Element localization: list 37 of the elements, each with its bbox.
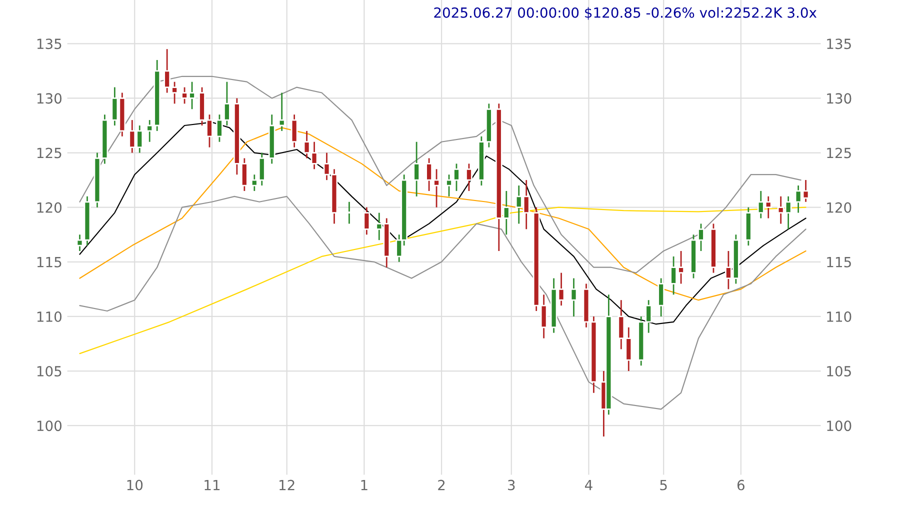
candlestick [290,114,298,148]
x-tick-label: 2 [438,480,445,490]
x-tick-label: 3 [508,480,515,490]
line-series [79,206,806,354]
y2-tick-label: 100 [827,420,852,432]
y2-tick-label: 110 [827,311,852,322]
candlestick [278,92,286,132]
x-tick-label: 5 [660,480,667,490]
y-tick-label: 130 [37,93,62,104]
candlestick [658,278,665,318]
candlestick [466,162,472,192]
candlestick [413,141,420,198]
y-tick-label: 135 [37,38,62,50]
y-tick-label: 125 [37,148,62,158]
y-tick-label: 100 [37,420,62,432]
x-tick-label: 1 [361,480,368,490]
y2-tick-label: 130 [827,93,852,104]
y2-tick-label: 120 [827,202,852,213]
x-tick-label: 10 [127,480,143,490]
y2-tick-label: 135 [827,38,851,50]
candlestick [570,278,578,318]
x-tick-label: 11 [204,480,220,490]
y2-tick-label: 115 [827,257,851,268]
y-tick-label: 120 [37,202,62,213]
candlestick [363,206,370,236]
y2-tick-label: 105 [827,366,851,377]
candlestick [346,201,353,224]
x-tick-label: 4 [584,480,592,490]
y-tick-label: 110 [37,311,62,322]
line-series [79,196,806,410]
y-tick-label: 105 [37,366,62,377]
y-tick-label: 115 [37,257,62,268]
x-tick-label: 6 [737,480,744,490]
x-tick-label: 12 [280,480,294,490]
chart-title: 2025.06.27 00:00:00 $120.85 -0.26% vol:2252.2K 3.0x [434,7,817,20]
y2-tick-label: 125 [827,148,851,158]
line-series [79,76,802,274]
